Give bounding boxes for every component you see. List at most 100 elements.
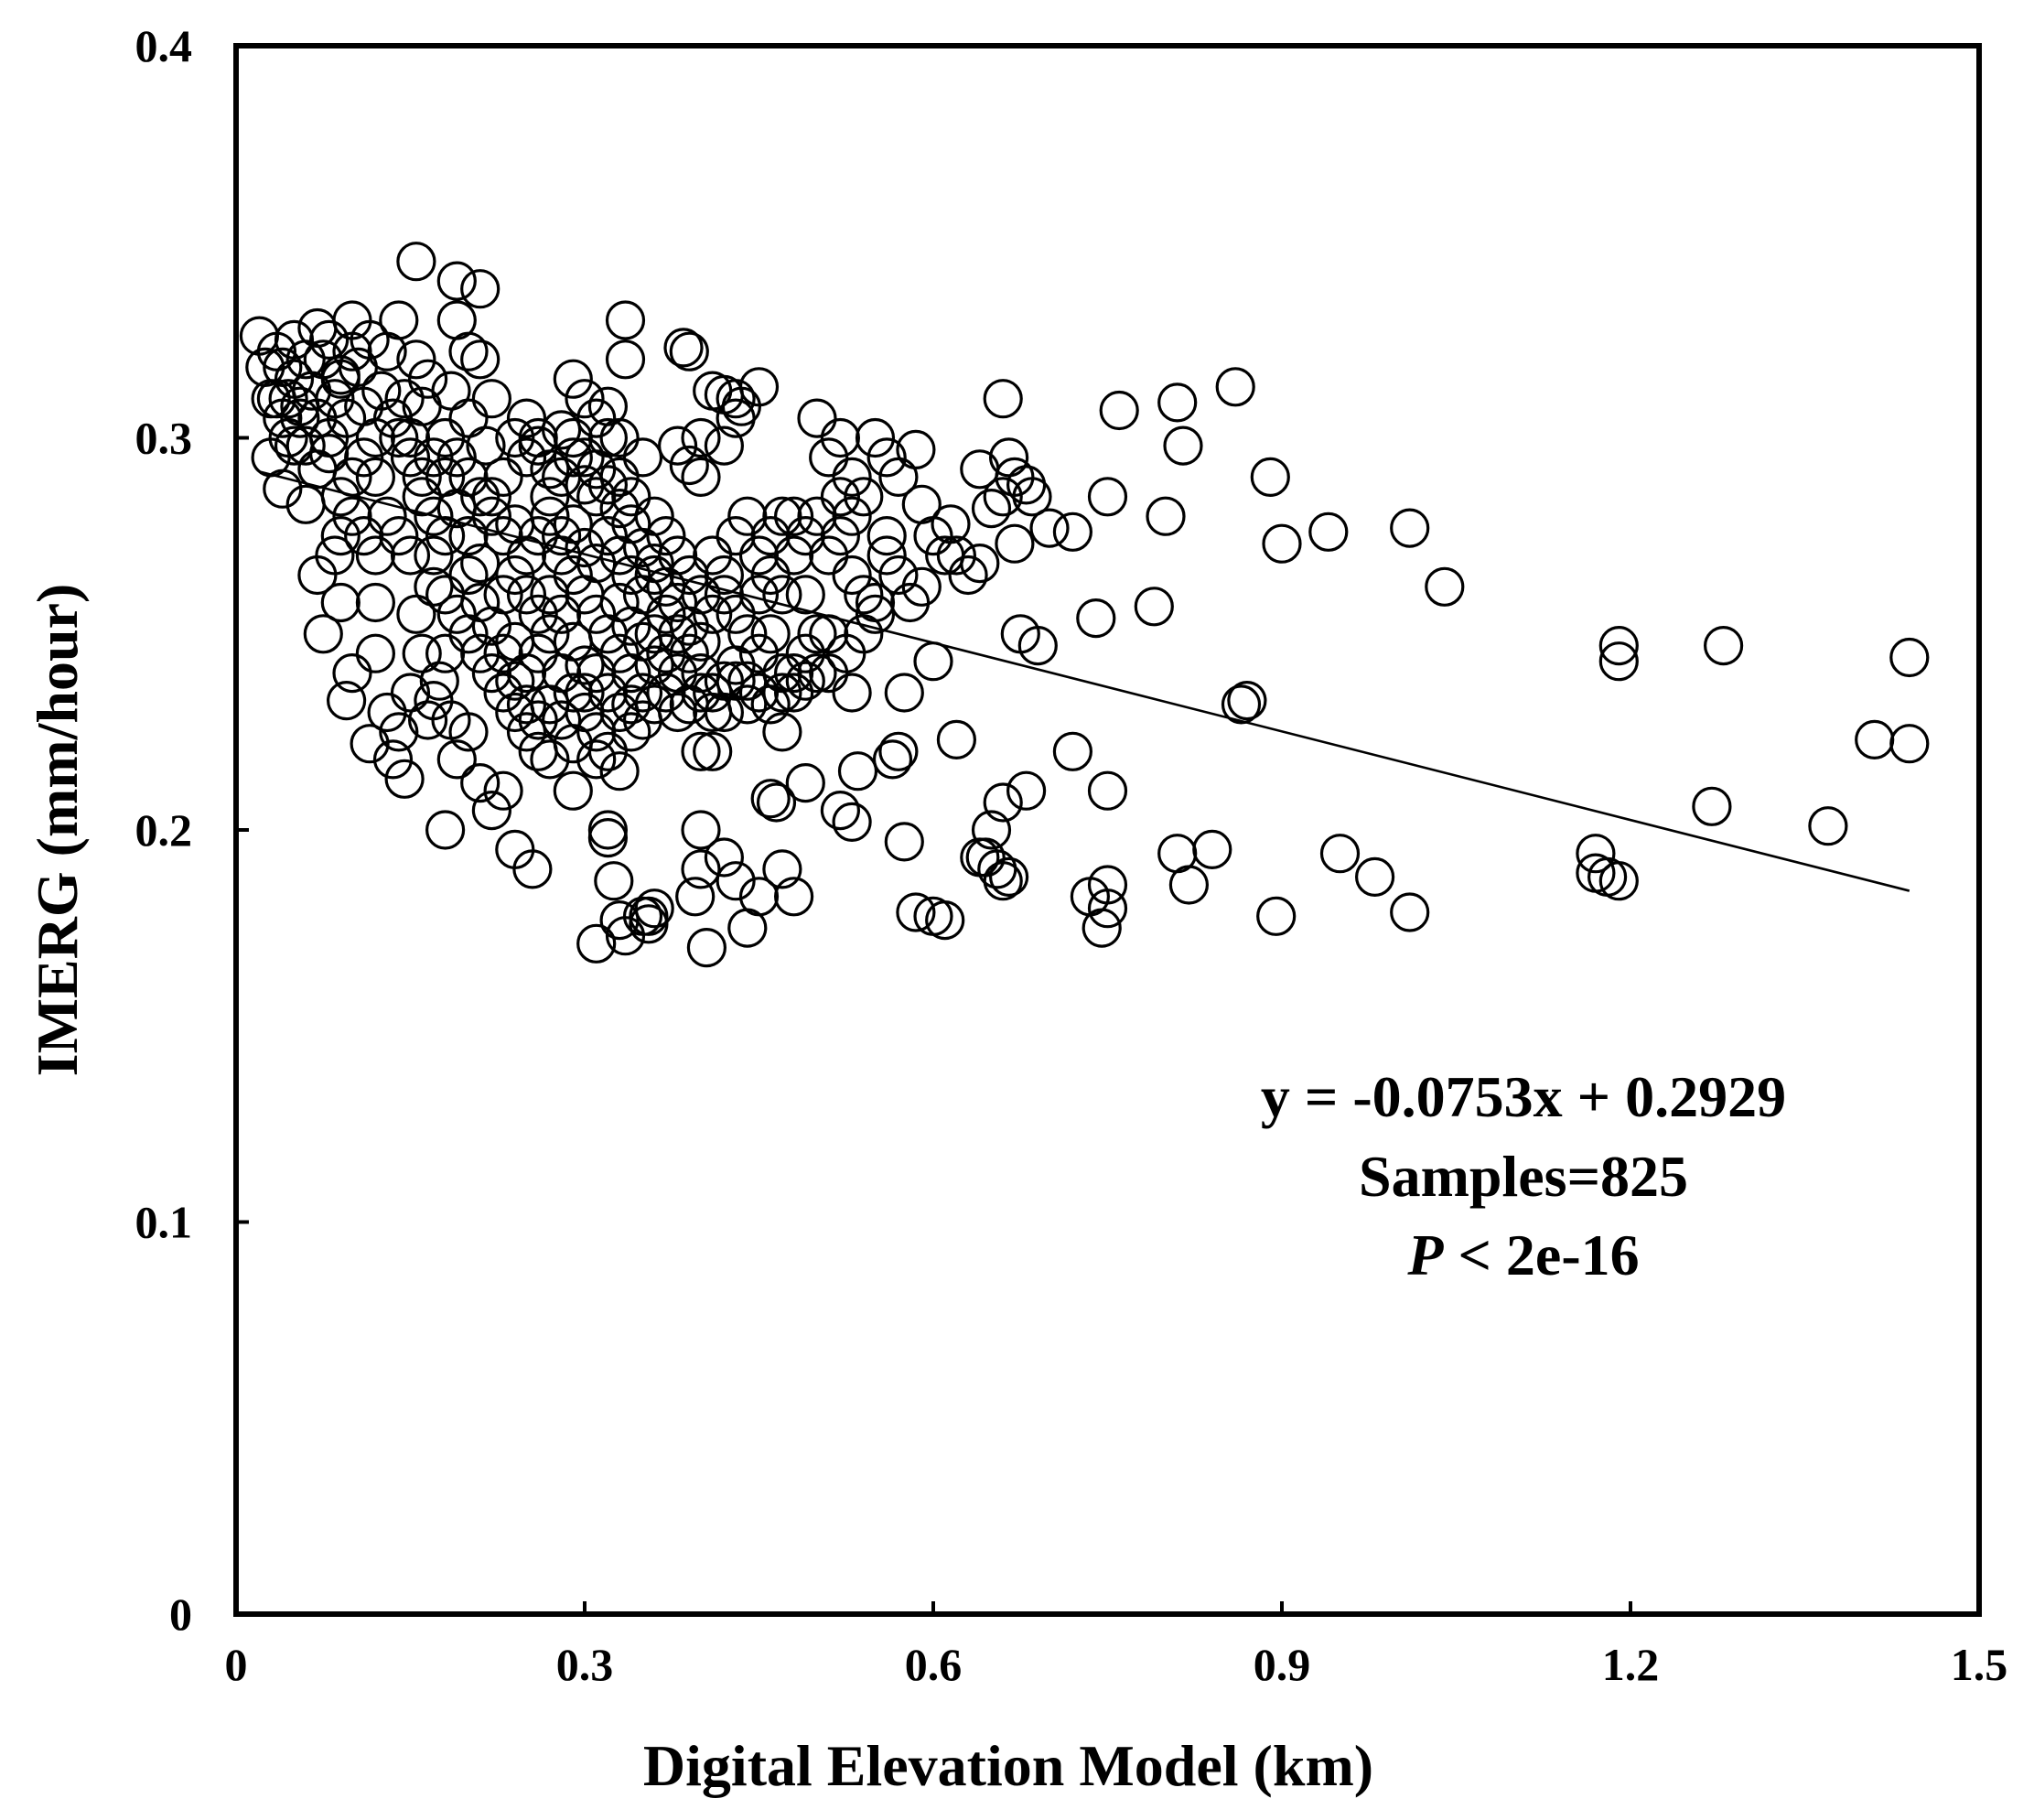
- data-point: [1221, 684, 1262, 725]
- data-point: [785, 661, 825, 701]
- data-point: [669, 633, 709, 673]
- data-point: [518, 594, 558, 634]
- data-point: [669, 445, 709, 486]
- data-point: [466, 425, 506, 466]
- data-point: [599, 582, 640, 623]
- data-point: [460, 269, 500, 309]
- data-point: [471, 379, 512, 419]
- data-point: [750, 614, 791, 654]
- data-point: [785, 515, 825, 556]
- data-point: [541, 700, 582, 740]
- trendline: [259, 470, 1910, 892]
- data-point: [471, 477, 512, 517]
- data-point: [820, 417, 861, 458]
- data-point: [1227, 680, 1267, 721]
- data-point: [1076, 598, 1116, 639]
- data-point: [611, 712, 651, 752]
- data-point: [995, 523, 1035, 564]
- data-point: [599, 751, 640, 792]
- data-point: [379, 417, 419, 458]
- x-tick-label: 0.3: [556, 1639, 614, 1690]
- data-point: [646, 673, 686, 713]
- data-point: [820, 790, 861, 831]
- data-point: [1029, 508, 1070, 548]
- data-point: [1576, 834, 1616, 874]
- data-point: [866, 515, 907, 556]
- data-point: [738, 673, 780, 713]
- data-point: [983, 861, 1023, 901]
- data-point: [565, 379, 605, 419]
- data-point: [425, 810, 466, 850]
- data-point: [436, 261, 477, 301]
- data-point: [704, 425, 745, 466]
- data-point: [448, 331, 489, 372]
- data-point: [315, 379, 355, 419]
- data-point: [553, 621, 593, 662]
- data-point: [797, 614, 837, 654]
- data-point: [686, 927, 727, 968]
- data-point: [332, 496, 372, 536]
- data-point: [1168, 865, 1210, 905]
- data-point: [727, 496, 768, 536]
- data-point: [576, 594, 617, 634]
- data-point: [657, 425, 698, 466]
- data-point: [832, 802, 872, 843]
- data-point: [1087, 865, 1128, 905]
- data-point: [716, 594, 756, 634]
- data-point: [483, 770, 523, 811]
- data-point: [1146, 496, 1186, 536]
- data-point: [506, 712, 547, 752]
- data-point: [1087, 888, 1128, 929]
- data-point: [1598, 641, 1639, 682]
- data-point: [332, 331, 372, 372]
- data-point: [576, 398, 617, 438]
- data-point: [355, 457, 395, 498]
- data-point: [565, 645, 605, 685]
- data-point: [414, 437, 454, 478]
- data-point: [832, 496, 872, 536]
- data-point: [936, 719, 977, 760]
- x-tick-label: 0.9: [1254, 1639, 1311, 1690]
- data-point: [756, 782, 797, 823]
- data-point: [1250, 457, 1290, 498]
- data-point: [681, 417, 721, 458]
- data-point: [471, 652, 512, 694]
- data-point: [355, 582, 395, 623]
- data-point: [1134, 587, 1174, 627]
- data-point: [1099, 390, 1139, 431]
- data-point: [629, 896, 669, 936]
- data-point: [681, 810, 721, 850]
- data-point: [1052, 512, 1093, 552]
- data-point: [681, 673, 721, 713]
- data-point: [263, 347, 303, 387]
- data-point: [669, 684, 709, 725]
- data-point: [436, 594, 477, 634]
- data-point: [704, 555, 745, 596]
- data-point: [878, 731, 919, 771]
- data-point: [809, 535, 849, 576]
- data-point: [274, 319, 315, 360]
- data-point: [646, 515, 686, 556]
- data-point: [855, 582, 896, 623]
- data-point: [576, 652, 617, 694]
- data-point: [681, 849, 721, 889]
- data-point: [530, 496, 570, 536]
- data-point: [256, 379, 296, 419]
- data-point: [1889, 637, 1930, 678]
- data-point: [355, 535, 395, 576]
- data-point: [506, 398, 547, 438]
- data-point: [693, 731, 733, 771]
- data-point: [379, 300, 419, 340]
- data-point: [1163, 425, 1203, 466]
- data-point: [611, 555, 651, 596]
- data-point: [587, 817, 629, 858]
- data-point: [809, 652, 849, 694]
- data-point: [948, 555, 988, 596]
- data-point: [773, 496, 814, 536]
- data-point: [693, 673, 733, 713]
- data-point: [925, 899, 965, 941]
- data-point: [832, 555, 872, 596]
- data-point: [495, 417, 535, 458]
- data-point: [495, 621, 535, 662]
- data-point: [285, 425, 326, 466]
